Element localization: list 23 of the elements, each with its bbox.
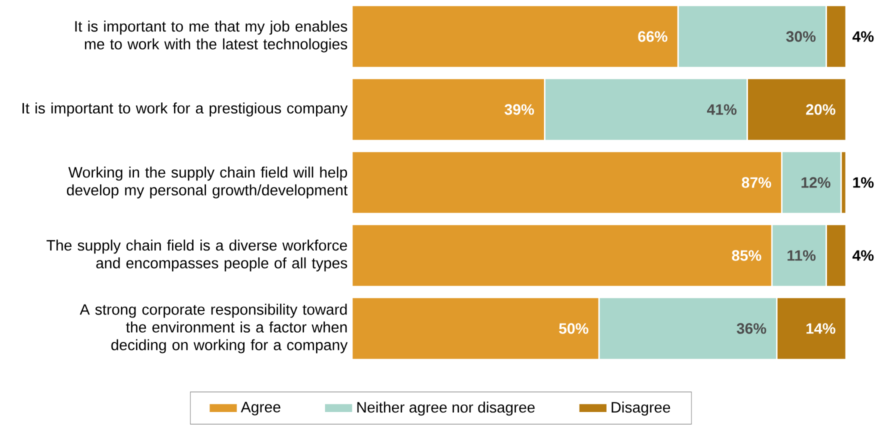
legend-label: Neither agree nor disagree (357, 402, 535, 416)
legend-label: Agree (240, 402, 280, 416)
data-label: 30% (786, 31, 816, 42)
data-label: 39% (504, 104, 534, 115)
data-label: 14% (806, 323, 836, 334)
y-tick-label: It is important to work for a prestigious company (22, 102, 348, 117)
data-label: 41% (707, 104, 737, 115)
data-label: 85% (732, 250, 762, 261)
y-tick-label: The supply chain field is a diverse workforce and encompasses people of all types (46, 240, 348, 272)
data-label: 12% (802, 177, 830, 188)
data-label: 66% (638, 31, 668, 42)
data-label: 87% (742, 177, 772, 188)
y-tick-label: Working in the supply chain field will help develop my personal growth/development (66, 166, 348, 198)
data-label: 20% (806, 104, 836, 115)
data-label: 50% (559, 323, 588, 334)
data-label: 4% (852, 250, 874, 261)
data-label: 11% (788, 250, 816, 261)
data-label: 4% (852, 31, 874, 42)
legend-label: Disagree (612, 402, 670, 416)
data-label: 1% (853, 177, 874, 188)
y-tick-label: A strong corporate responsibility toward the environment is a factor when deciding on working for a company (80, 304, 348, 354)
y-tick-label: It is important to me that my job enables me to work with the latest technologies (75, 20, 348, 52)
data-label: 36% (736, 323, 766, 334)
